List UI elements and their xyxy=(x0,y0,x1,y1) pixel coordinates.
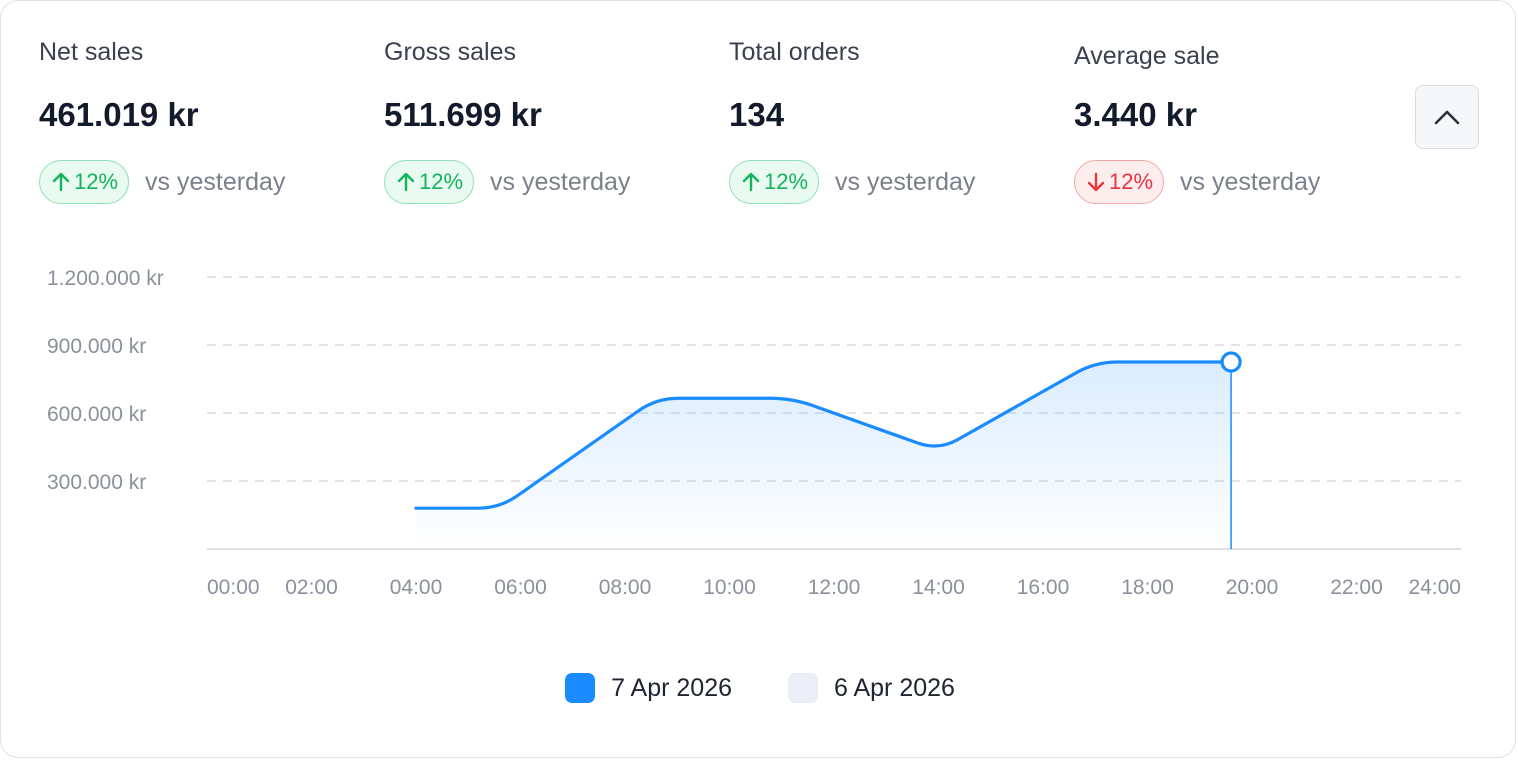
legend-item-previous[interactable]: 6 Apr 2026 xyxy=(788,673,955,703)
arrow-up-icon xyxy=(397,172,415,192)
kpi-average-sale: Average sale 3.440 kr 12% vs yesterday xyxy=(1074,41,1404,205)
x-tick-label: 10:00 xyxy=(703,576,756,599)
legend-label: 6 Apr 2026 xyxy=(834,673,955,702)
change-badge: 12% xyxy=(39,160,130,204)
kpi-total-orders: Total orders 134 12% vs yesterday xyxy=(729,37,1059,205)
series-line-7-apr-2026 xyxy=(414,360,1233,510)
x-tick-label: 04:00 xyxy=(390,576,443,599)
arrow-up-icon xyxy=(742,172,760,192)
legend-label: 7 Apr 2026 xyxy=(611,673,732,702)
x-tick-label: 00:00 xyxy=(207,576,260,599)
series-area-7-apr-2026 xyxy=(416,362,1232,549)
chart-legend: 7 Apr 2026 6 Apr 2026 xyxy=(1,673,1518,703)
x-tick-label: 20:00 xyxy=(1226,576,1279,599)
kpi-comparison: 12% vs yesterday xyxy=(39,159,369,205)
kpi-net-sales: Net sales 461.019 kr 12% vs yesterday xyxy=(39,37,369,205)
kpi-value: 3.440 kr xyxy=(1074,96,1197,133)
comparison-label: vs yesterday xyxy=(145,167,286,196)
change-badge: 12% xyxy=(729,160,820,204)
x-tick-label: 02:00 xyxy=(285,576,338,599)
arrow-down-icon xyxy=(1087,172,1105,192)
legend-swatch xyxy=(565,673,596,703)
change-value: 12% xyxy=(419,169,464,194)
change-value: 12% xyxy=(1109,169,1154,194)
sales-chart: 300.000 kr 600.000 kr 900.000 kr 1.200.000 … xyxy=(47,267,1461,599)
collapse-button[interactable] xyxy=(1415,85,1479,149)
x-tick-label: 14:00 xyxy=(912,576,965,599)
x-tick-label: 16:00 xyxy=(1017,576,1070,599)
change-value: 12% xyxy=(764,169,809,194)
chevron-up-icon xyxy=(1434,110,1460,125)
x-tick-label: 08:00 xyxy=(599,576,652,599)
x-tick-label: 18:00 xyxy=(1121,576,1174,599)
arrow-up-icon xyxy=(52,172,70,192)
kpi-label: Gross sales xyxy=(384,38,516,66)
kpi-label: Net sales xyxy=(39,38,144,66)
x-tick-label: 12:00 xyxy=(808,576,861,599)
kpi-comparison: 12% vs yesterday xyxy=(384,159,714,205)
kpi-gross-sales: Gross sales 511.699 kr 12% vs yesterday xyxy=(384,37,714,205)
comparison-label: vs yesterday xyxy=(1180,167,1321,196)
kpi-value: 134 xyxy=(729,96,785,133)
comparison-label: vs yesterday xyxy=(490,167,631,196)
comparison-label: vs yesterday xyxy=(835,167,976,196)
kpi-value: 461.019 kr xyxy=(39,96,199,133)
kpi-label: Total orders xyxy=(729,38,860,66)
x-tick-label: 22:00 xyxy=(1330,576,1383,599)
x-tick-label: 24:00 xyxy=(1408,576,1461,599)
kpi-comparison: 12% vs yesterday xyxy=(1074,159,1404,205)
legend-swatch xyxy=(788,673,818,703)
y-tick-label: 600.000 kr xyxy=(47,403,146,426)
kpi-comparison: 12% vs yesterday xyxy=(729,159,1059,205)
kpi-value: 511.699 kr xyxy=(384,96,542,133)
change-value: 12% xyxy=(74,169,119,194)
highlight-point xyxy=(1220,351,1242,373)
legend-item-current[interactable]: 7 Apr 2026 xyxy=(565,673,732,703)
y-tick-label: 1.200.000 kr xyxy=(47,267,164,290)
y-tick-label: 900.000 kr xyxy=(47,335,146,358)
x-tick-label: 06:00 xyxy=(494,576,547,599)
change-badge: 12% xyxy=(1074,160,1165,204)
change-badge: 12% xyxy=(384,160,475,204)
y-tick-label: 300.000 kr xyxy=(47,471,146,494)
kpi-label: Average sale xyxy=(1074,42,1220,70)
